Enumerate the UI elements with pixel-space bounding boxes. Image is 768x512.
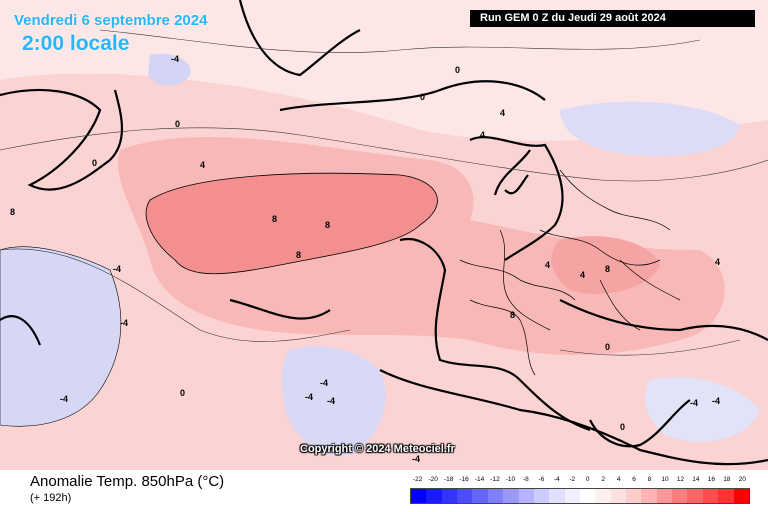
contour-label-zero: 0 [420, 92, 425, 102]
scale-swatch [610, 489, 627, 503]
run-info-bar: Run GEM 0 Z du Jeudi 29 août 2024 [470, 10, 755, 27]
contour-label-minus-4: -4 [320, 378, 328, 388]
scale-swatch [426, 489, 442, 503]
scale-tick-label: -20 [428, 476, 438, 483]
scale-swatch [595, 489, 611, 503]
scale-swatch [718, 489, 734, 503]
scale-swatch [656, 489, 673, 503]
contour-label-minus-4: -4 [327, 396, 335, 406]
contour-label-zero: 0 [455, 65, 460, 75]
color-scale-legend: -22 -20 -18 -16 -14 -12 -10 -8 -6 -4 -2 0 2 4 6 8 10 12 14… [410, 476, 750, 504]
valid-time: 2:00 locale [22, 32, 130, 55]
contour-label-plus-8: 8 [605, 264, 610, 274]
anomaly-plus-8-core [145, 172, 438, 275]
scale-tick-label: -16 [459, 476, 469, 483]
scale-swatch [549, 489, 565, 503]
contour-label-plus-4: 4 [500, 108, 505, 118]
cold-pocket-scandinavia [560, 101, 740, 157]
scale-swatch [672, 489, 688, 503]
contour-label-minus-4: -4 [305, 392, 313, 402]
anomaly-plus-8-east [551, 236, 660, 294]
contour-label-zero: 0 [180, 388, 185, 398]
contour-label-zero: 0 [175, 119, 180, 129]
contour-label-plus-4: 4 [545, 260, 550, 270]
scale-swatch [411, 489, 427, 503]
scale-tick-label: 0 [585, 476, 590, 483]
scale-swatch [503, 489, 519, 503]
scale-swatch [579, 489, 596, 503]
scale-tick-label: 4 [616, 476, 621, 483]
contour-label-minus-4: -4 [171, 54, 179, 64]
scale-tick-label: -8 [523, 476, 529, 483]
scale-swatch [733, 489, 749, 503]
contour-label-zero: 0 [620, 422, 625, 432]
contour-lines [0, 29, 768, 356]
scale-tick-label: -2 [569, 476, 576, 483]
scale-tick-label: 16 [707, 476, 715, 483]
map-canvas: 4 8 8 8 8 8 8 0 0 0 0 0 0 0 4 4 4 4 4 -4… [0, 0, 768, 470]
contour-label-plus-8: 8 [510, 310, 515, 320]
country-borders [459, 169, 681, 376]
scale-swatch [487, 489, 504, 503]
scale-tick-label: 8 [647, 476, 652, 483]
contour-label-plus-4: 4 [580, 270, 585, 280]
contour-label-minus-4: -4 [412, 454, 420, 464]
variable-title: Anomalie Temp. 850hPa (°C) [30, 473, 225, 490]
contour-label-plus-4: 4 [715, 257, 720, 267]
scale-tick-label: 18 [723, 476, 731, 483]
scale-tick-labels: -22 -20 -18 -16 -14 -12 -10 -8 -6 -4 -2 0 2 4 6 8 10 12 14… [410, 476, 750, 486]
scale-swatch [518, 489, 534, 503]
cold-pocket-southeast [645, 376, 760, 442]
coastlines [0, 0, 768, 466]
scale-tick-label: -22 [413, 476, 423, 483]
scale-tick-label: 14 [692, 476, 700, 483]
contour-label-minus-4: -4 [712, 396, 720, 406]
contour-label-group: 4 8 8 8 8 8 8 0 0 0 0 0 0 0 4 4 4 4 4 -4… [10, 54, 720, 464]
cold-pocket-west [0, 246, 122, 427]
scale-tick-label: -6 [538, 476, 545, 483]
contour-label-plus-4: 4 [480, 130, 485, 140]
scale-swatch [641, 489, 657, 503]
contour-label-zero: 0 [605, 342, 610, 352]
scale-tick-label: -4 [553, 476, 560, 483]
contour-label-plus-8: 8 [10, 207, 15, 217]
scale-swatch [687, 489, 703, 503]
scale-swatch [441, 489, 458, 503]
scale-swatch [702, 489, 719, 503]
contour-label-plus-8: 8 [272, 214, 277, 224]
scale-tick-label: -12 [490, 476, 500, 483]
contour-label-minus-4: -4 [113, 264, 121, 274]
scale-tick-label: 2 [601, 476, 605, 483]
contour-label-plus-8: 8 [325, 220, 330, 230]
contour-label-plus-8: 8 [296, 250, 301, 260]
anomaly-map: 4 8 8 8 8 8 8 0 0 0 0 0 0 0 4 4 4 4 4 -4… [0, 0, 768, 470]
lead-time: (+ 192h) [30, 492, 72, 504]
scale-tick-label: 10 [661, 476, 669, 483]
scale-tick-label: 20 [738, 476, 746, 483]
scale-tick-label: -18 [443, 476, 454, 483]
scale-tick-label: -10 [505, 476, 516, 483]
scale-swatch [564, 489, 580, 503]
cold-pocket-north [148, 53, 191, 86]
scale-swatch [457, 489, 473, 503]
valid-date: Vendredi 6 septembre 2024 [14, 12, 208, 29]
scale-swatch [472, 489, 488, 503]
scale-tick-label: 6 [632, 476, 636, 483]
scale-swatch [626, 489, 642, 503]
contour-label-zero: 0 [92, 158, 97, 168]
copyright-watermark: Copyright © 2024 Meteociel.fr [300, 443, 455, 455]
scale-swatch [533, 489, 550, 503]
scale-tick-label: -14 [474, 476, 485, 483]
scale-tick-label: 12 [676, 476, 685, 483]
contour-label-plus-4: 4 [200, 160, 205, 170]
map-footer: Anomalie Temp. 850hPa (°C) (+ 192h) -22-… [0, 470, 768, 512]
cold-pocket-atlantic [281, 346, 386, 456]
contour-label-minus-4: -4 [690, 398, 698, 408]
contour-label-minus-4: -4 [120, 318, 128, 328]
contour-label-minus-4: -4 [60, 394, 68, 404]
scale-color-bar [410, 488, 750, 504]
